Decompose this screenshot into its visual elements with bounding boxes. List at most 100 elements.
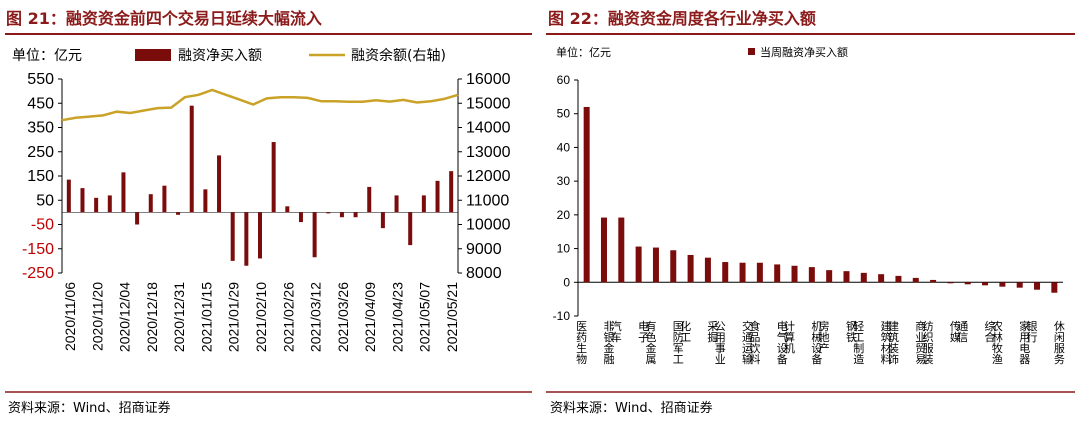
net-buy-bar	[285, 206, 290, 213]
industry-label: 银行	[1027, 319, 1038, 344]
y-tick-label: -10	[553, 309, 571, 323]
industry-bar	[808, 267, 815, 283]
left-line	[61, 88, 459, 122]
left-y-tick-label: 50	[36, 192, 54, 209]
net-buy-bar	[148, 194, 153, 213]
net-buy-bar	[394, 195, 399, 213]
industry-label: 商业贸易	[915, 319, 926, 366]
industry-bar	[947, 282, 954, 284]
industry-bar	[791, 265, 798, 283]
left-y-tick-label: 350	[27, 120, 54, 137]
industry-label: 电气设备	[777, 320, 788, 366]
right-y-tick-label: 13000	[466, 144, 511, 161]
left-y-tick-label: 450	[27, 95, 54, 112]
balance-line	[61, 88, 459, 122]
net-buy-bar	[80, 188, 85, 213]
y-tick-label: 60	[557, 73, 571, 87]
industry-label: 综合	[985, 319, 996, 344]
left-x-tick-label: 2020/11/06	[62, 282, 78, 351]
industry-bar	[618, 217, 625, 283]
left-y-tick-label: 150	[27, 168, 54, 185]
right-y-tick-label: 16000	[466, 71, 511, 88]
net-buy-bar	[326, 212, 331, 214]
industry-label: 食品饮料	[749, 319, 760, 366]
net-buy-bar	[107, 195, 112, 213]
net-buy-bar	[271, 142, 276, 213]
left-x-tick-label: 2021/01/29	[226, 282, 242, 352]
industry-bar	[912, 277, 919, 283]
net-buy-bar	[298, 212, 303, 223]
industry-label: 公用事业	[715, 320, 726, 366]
net-buy-bar	[66, 179, 71, 213]
left-x-tick-label: 2021/03/12	[308, 282, 324, 352]
industry-bar	[722, 262, 729, 283]
chart-right-title: 图 22：融资资金周度各行业净买入额	[548, 9, 816, 28]
right-y-tick-label: 10000	[466, 217, 511, 234]
industry-bar	[600, 217, 607, 283]
net-buy-bar	[367, 186, 372, 213]
industry-bar	[895, 275, 902, 283]
industry-label: 纺织服装	[923, 319, 934, 366]
industry-bar	[999, 282, 1006, 287]
left-y-tick-label: 550	[27, 71, 54, 88]
source-right: 资料来源：Wind、招商证券	[550, 400, 713, 416]
industry-bar	[652, 247, 659, 283]
industry-bar	[670, 250, 677, 283]
net-buy-bar	[244, 212, 249, 266]
legend-swatch-weekly	[748, 48, 755, 55]
net-buy-bar	[162, 185, 167, 213]
industry-bar	[1051, 282, 1058, 293]
right-y-tick-label: 9000	[466, 241, 502, 258]
unit-label-right: 单位：亿元	[556, 45, 611, 59]
industry-bar	[1016, 282, 1023, 288]
chart-left: 图 21：融资资金前四个交易日延续大幅流入 单位：亿元 融资净买入额 融资余额(…	[5, 9, 532, 416]
industry-bar	[826, 270, 833, 283]
industry-label: 钢铁	[846, 320, 857, 344]
right-axes: -10 0 10 20 30 40 50 60	[553, 73, 1063, 323]
net-buy-bar	[203, 189, 208, 213]
y-tick-label: 20	[557, 208, 571, 222]
legend-label-balance: 融资余额(右轴)	[351, 47, 446, 64]
net-buy-bar	[435, 180, 440, 213]
net-buy-bar	[189, 105, 194, 213]
industry-bar	[635, 246, 642, 283]
left-x-tick-label: 2021/01/15	[198, 282, 214, 352]
industry-label: 通信	[957, 320, 968, 344]
net-buy-bar	[94, 197, 99, 213]
left-bars	[66, 105, 454, 266]
net-buy-bar	[176, 212, 181, 215]
right-y-tick-label: 8000	[466, 265, 502, 282]
industry-label: 汽车	[611, 319, 622, 344]
industry-bar	[982, 282, 989, 286]
industry-label: 有色金属	[645, 319, 656, 366]
left-y-tick-label: -150	[22, 241, 54, 258]
unit-label-left: 单位：亿元	[12, 48, 82, 64]
right-y-tick-label: 12000	[466, 168, 511, 185]
left-axes: -250 -150 -50 50 150 250 350 450 550 8000 9000 1000…	[22, 71, 511, 282]
net-buy-bar	[121, 172, 126, 213]
right-y-tick-label: 14000	[466, 120, 511, 137]
net-buy-bar	[217, 155, 222, 213]
industry-bar	[739, 262, 746, 283]
left-x-tick-label: 2020/12/31	[171, 282, 187, 352]
left-x-tick-label: 2021/04/23	[389, 282, 405, 352]
right-y-tick-label: 15000	[466, 95, 511, 112]
legend-swatch-net-buy	[135, 49, 171, 61]
industry-label: 国防军工	[673, 320, 684, 366]
industry-label: 非银金融	[603, 320, 614, 366]
left-x-tick-label: 2021/05/07	[417, 282, 433, 352]
left-x-tick-label: 2021/02/10	[253, 282, 269, 352]
left-x-tick-label: 2020/12/18	[144, 282, 160, 352]
industry-label: 机械设备	[811, 319, 822, 366]
industry-label: 轻工制造	[853, 319, 864, 366]
source-left: 资料来源：Wind、招商证券	[8, 400, 171, 416]
left-x-tick-label: 2021/02/26	[280, 282, 296, 352]
right-bars	[583, 106, 1058, 293]
left-y-tick-label: 250	[27, 144, 54, 161]
industry-label: 家用电器	[1019, 319, 1030, 366]
y-tick-label: 30	[557, 174, 571, 188]
industry-bar	[1034, 282, 1041, 290]
industry-label: 电子	[638, 320, 649, 344]
